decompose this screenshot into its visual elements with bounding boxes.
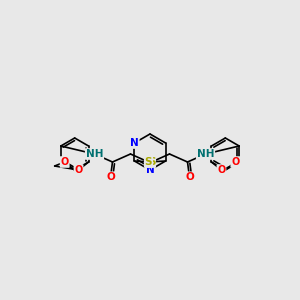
Text: O: O [185,172,194,182]
Text: O: O [231,157,239,167]
Text: O: O [106,172,115,182]
Text: N: N [146,165,154,175]
Text: N: N [130,138,139,148]
Text: S: S [148,157,155,167]
Text: NH: NH [197,149,214,159]
Text: O: O [74,165,83,175]
Text: O: O [61,157,69,167]
Text: O: O [217,165,226,175]
Text: NH: NH [86,149,103,159]
Text: S: S [145,157,152,167]
